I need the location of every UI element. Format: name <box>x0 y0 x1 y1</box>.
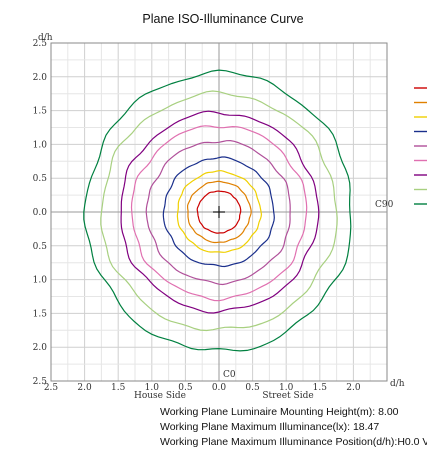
iso-curve-7 <box>120 110 320 314</box>
max-illuminance-marker <box>213 206 225 218</box>
x-tick-label: 2.0 <box>77 383 92 393</box>
iso-curve-2 <box>187 180 252 244</box>
iso-curve-8 <box>100 90 338 332</box>
x-tick-label: 1.5 <box>111 383 126 393</box>
y-tick-label: 1.0 <box>33 276 48 286</box>
iso-curve-9 <box>83 69 352 352</box>
y-tick-label: 0.5 <box>33 242 48 252</box>
tick-labels: 2.5 2.0 1.5 1.0 0.5 0.0 0.5 1.0 1.5 2.0 2.5 2.0 1.5 1… <box>33 39 361 393</box>
y-tick-label: 1.0 <box>33 140 48 150</box>
iso-curve-1 <box>196 190 242 234</box>
x-axis-label: d/h <box>390 379 405 389</box>
x-tick-label: 0.5 <box>178 383 193 393</box>
x-tick-label: 1.0 <box>145 383 160 393</box>
c90-label: C90 <box>375 200 394 210</box>
iso-curve-6 <box>130 125 308 302</box>
x-tick-label: 0.5 <box>245 383 260 393</box>
x-tick-label: 1.5 <box>313 383 328 393</box>
y-tick-label: 0.0 <box>33 208 48 218</box>
iso-curves <box>83 69 352 352</box>
chart-title: Plane ISO-Illuminance Curve <box>142 12 303 26</box>
info-max-illuminance: Working Plane Maximum Illuminance(lx): 1… <box>160 421 380 433</box>
legend <box>414 87 427 205</box>
c0-label: C0 <box>223 370 236 380</box>
street-side-label: Street Side <box>262 391 313 401</box>
iso-curve-3 <box>176 170 263 253</box>
y-tick-label: 2.0 <box>33 343 48 353</box>
info-max-position: Working Plane Maximum Illuminance Positi… <box>160 436 427 448</box>
y-tick-label: 2.5 <box>33 39 48 49</box>
y-axis-label: d/h <box>38 33 53 43</box>
house-side-label: House Side <box>134 391 186 401</box>
x-tick-label: 2.0 <box>346 383 361 393</box>
y-tick-label: 0.5 <box>33 174 48 184</box>
y-tick-label: 1.5 <box>33 107 48 117</box>
x-tick-label: 1.0 <box>279 383 294 393</box>
y-tick-label: 2.0 <box>33 73 48 83</box>
y-tick-label: 2.5 <box>33 377 48 387</box>
y-tick-label: 1.5 <box>33 309 48 319</box>
info-mounting-height: Working Plane Luminaire Mounting Height(… <box>160 406 399 418</box>
x-tick-label: 0.0 <box>212 383 227 393</box>
x-tick-label: 2.5 <box>44 383 59 393</box>
iso-curve-5 <box>145 139 291 286</box>
iso-curve-4 <box>162 156 275 268</box>
